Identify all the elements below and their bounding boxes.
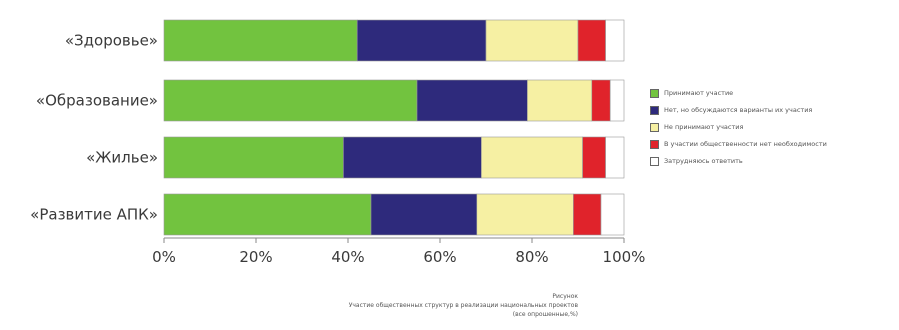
legend-item: Не принимают участия — [650, 119, 895, 135]
x-tick-label: 80% — [515, 248, 548, 266]
legend-item: Принимают участие — [650, 85, 895, 101]
bar-segment — [163, 193, 372, 236]
legend-swatch — [650, 139, 659, 149]
bar-segment — [163, 19, 358, 62]
bar-segment — [163, 136, 344, 179]
bar-segment — [600, 193, 625, 236]
bar-segment — [476, 193, 574, 236]
legend-label: В участии общественности нет необходимос… — [664, 140, 827, 148]
legend-label: Затрудняюсь ответить — [664, 157, 743, 165]
legend-label: Принимают участие — [664, 89, 734, 97]
category-labels: «Здоровье» «Образование» «Жилье» «Развитие … — [30, 32, 158, 224]
bar-segment — [605, 19, 625, 62]
bar-segment — [591, 79, 611, 122]
bar-segment — [370, 193, 478, 236]
legend: Принимают участие Нет, но обсуждаются вар… — [650, 85, 895, 170]
x-tick-label: 20% — [239, 248, 272, 266]
legend-swatch — [650, 156, 659, 166]
bar-segment — [416, 79, 528, 122]
bar-segment — [605, 136, 625, 179]
legend-swatch — [650, 122, 659, 132]
x-tick-label: 0% — [152, 248, 176, 266]
x-tick-label: 60% — [423, 248, 456, 266]
x-tick-label: 100% — [603, 248, 646, 266]
bar-segment — [582, 136, 606, 179]
bar-segment — [577, 19, 606, 62]
bar-segment — [343, 136, 482, 179]
legend-item: Нет, но обсуждаются варианты их участия — [650, 102, 895, 118]
bars — [163, 19, 625, 236]
caption-label: Рисунок — [552, 293, 578, 300]
legend-item: В участии общественности нет необходимос… — [650, 136, 895, 152]
caption-title: Участие общественных структур в реализац… — [348, 302, 578, 309]
category-label: «Жилье» — [86, 149, 158, 167]
legend-label: Нет, но обсуждаются варианты их участия — [664, 106, 813, 114]
figure-caption: Рисунок Участие общественных структур в … — [150, 292, 578, 319]
bar-segment — [356, 19, 487, 62]
bar-segment — [609, 79, 625, 122]
category-label: «Здоровье» — [65, 32, 158, 50]
legend-swatch — [650, 105, 659, 115]
bar-segment — [481, 136, 583, 179]
legend-swatch — [650, 88, 659, 98]
category-label: «Развитие АПК» — [30, 206, 158, 224]
caption-note: (все опрошенные,%) — [512, 311, 578, 318]
stacked-bar-chart: «Здоровье» «Образование» «Жилье» «Развитие … — [30, 19, 645, 266]
bar-segment — [527, 79, 593, 122]
category-label: «Образование» — [36, 92, 158, 110]
bar-segment — [163, 79, 418, 122]
legend-item: Затрудняюсь ответить — [650, 153, 895, 169]
x-tick-label: 40% — [331, 248, 364, 266]
legend-label: Не принимают участия — [664, 123, 744, 131]
bar-segment — [573, 193, 602, 236]
bar-segment — [485, 19, 579, 62]
x-axis: 0% 20% 40% 60% 80% 100% — [152, 237, 646, 266]
